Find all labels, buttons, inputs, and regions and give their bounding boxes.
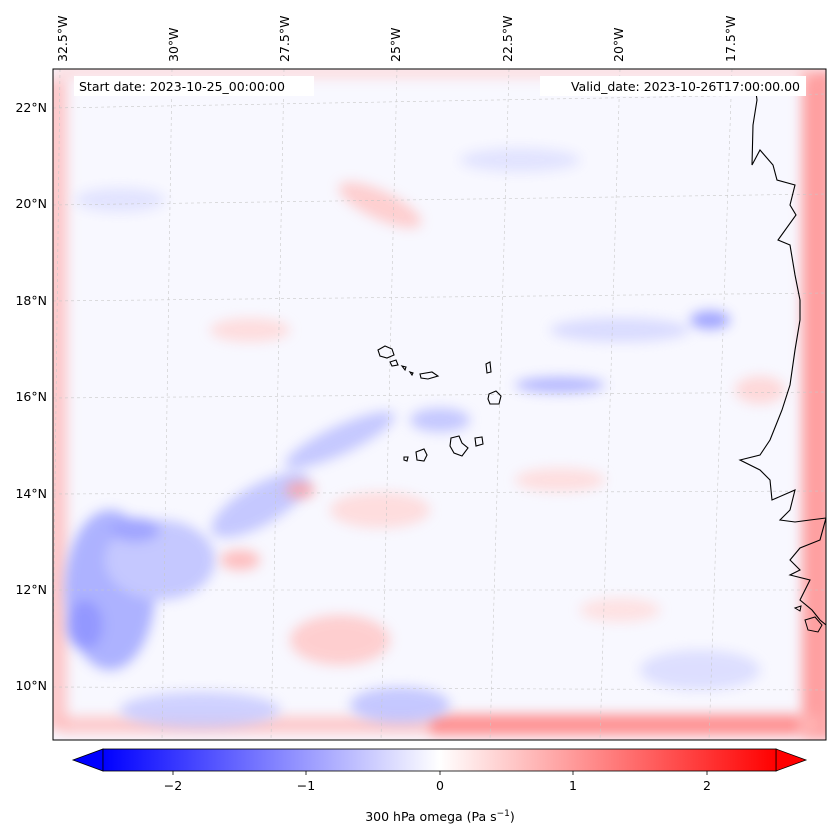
blue-patch	[515, 377, 605, 393]
north-boundary-band	[55, 69, 815, 78]
colorbar-gradient	[102, 748, 777, 772]
red-patch	[735, 376, 785, 404]
lon-label: 32.5°W	[55, 16, 70, 62]
colorbar-label-main: 300 hPa omega (Pa s	[365, 809, 496, 824]
map-background	[53, 69, 826, 740]
red-patch	[210, 318, 290, 342]
latitude-labels: 22°N 20°N 18°N 16°N 14°N 12°N 10°N	[15, 100, 47, 693]
blue-patch	[550, 318, 690, 342]
blue-patch	[460, 148, 580, 172]
colorbar-label: 300 hPa omega (Pa s−1)	[365, 809, 515, 824]
red-patch	[220, 550, 260, 570]
blue-patch	[67, 600, 103, 650]
colorbar: −2 −1 0 1 2 300 hPa omega (Pa s−1)	[71, 748, 808, 824]
colorbar-tick-label: 0	[436, 778, 444, 793]
east-boundary-band	[802, 70, 826, 740]
start-date-box	[74, 76, 314, 96]
lon-label: 20°W	[611, 27, 626, 62]
blue-patch	[211, 472, 309, 538]
lon-label: 27.5°W	[277, 16, 292, 62]
blue-patch	[285, 411, 395, 469]
lon-label: 30°W	[166, 27, 181, 62]
valid-date-box	[540, 76, 806, 96]
colorbar-tick-label: 2	[703, 778, 711, 793]
island	[449, 435, 469, 457]
coastline-bissagos	[804, 616, 823, 633]
island	[419, 371, 440, 380]
map-frame	[52, 68, 827, 741]
lat-label: 12°N	[15, 582, 47, 597]
red-patch	[330, 492, 430, 528]
island	[487, 390, 502, 405]
colorbar-ticks	[172, 771, 708, 775]
colorbar-tick-label: 1	[569, 778, 577, 793]
blue-patch	[640, 650, 760, 690]
colorbar-tick-label: −2	[164, 778, 182, 793]
lat-label: 10°N	[15, 678, 47, 693]
map-panel: Start date: 2023-10-25_00:00:00 Valid_da…	[52, 68, 827, 741]
colorbar-tick-label: −1	[297, 778, 315, 793]
blue-patch	[120, 692, 280, 728]
coastline-islet	[793, 605, 802, 612]
blue-patch	[410, 408, 470, 432]
lat-label: 18°N	[15, 293, 47, 308]
longitude-labels: 32.5°W 30°W 27.5°W 25°W 22.5°W 20°W 17.5…	[55, 16, 738, 62]
lat-label: 16°N	[15, 389, 47, 404]
lat-label: 22°N	[15, 100, 47, 115]
island	[377, 345, 395, 359]
colorbar-extend-min	[71, 748, 104, 772]
island	[485, 361, 492, 374]
island	[415, 448, 428, 462]
blue-patch	[110, 518, 160, 542]
island	[403, 456, 409, 462]
red-patch	[580, 598, 660, 622]
start-date-label: Start date: 2023-10-25_00:00:00	[79, 79, 285, 94]
coastline-islands	[377, 345, 502, 462]
lat-label: 14°N	[15, 486, 47, 501]
lat-label: 20°N	[15, 196, 47, 211]
south-east-boundary-band	[430, 714, 800, 736]
blue-patch	[350, 687, 450, 723]
island	[400, 365, 407, 372]
west-boundary-band	[53, 80, 67, 730]
red-patch	[285, 482, 315, 498]
red-patch	[290, 615, 390, 665]
omega-field	[53, 69, 826, 740]
valid-date-label: Valid_date: 2023-10-26T17:00:00.00	[571, 79, 800, 94]
colorbar-label-close: )	[510, 809, 515, 824]
coastline-africa	[738, 84, 826, 626]
colorbar-extend-max	[775, 748, 808, 772]
colorbar-label-exponent: −1	[497, 809, 510, 819]
lon-label: 22.5°W	[500, 16, 515, 62]
island	[408, 370, 414, 377]
lon-label: 25°W	[388, 27, 403, 62]
island	[474, 436, 484, 447]
lon-label: 17.5°W	[723, 16, 738, 62]
blue-patch	[690, 311, 730, 329]
island	[389, 359, 399, 367]
red-patch	[338, 182, 422, 228]
blue-patch	[75, 188, 165, 212]
red-patch	[515, 468, 605, 492]
